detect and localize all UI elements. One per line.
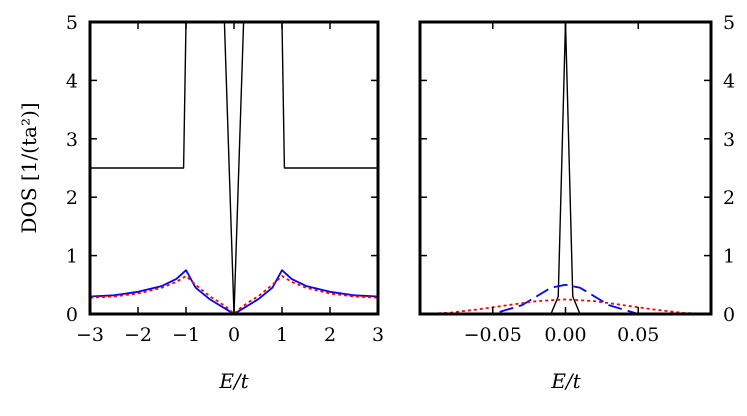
right-series-3-line xyxy=(420,298,711,314)
left-y-tick-label: 4 xyxy=(66,70,78,92)
left-x-tick-label: 0 xyxy=(228,324,240,346)
right-y-tick-label: 2 xyxy=(723,187,735,209)
left-y-tick-label: 0 xyxy=(66,304,78,326)
right-y-tick-label: 1 xyxy=(723,246,735,268)
left-x-tick-label: 1 xyxy=(276,324,288,346)
left-x-tick-label: 2 xyxy=(324,324,336,346)
left-x-tick-label: −1 xyxy=(172,324,200,346)
right-x-tick-label: 0.00 xyxy=(544,324,586,346)
left-y-tick-label: 2 xyxy=(66,187,78,209)
left-series-2-line xyxy=(90,269,378,314)
right-x-tick-label: −0.05 xyxy=(464,324,522,346)
left-y-tick-label: 1 xyxy=(66,246,78,268)
right-x-axis-label: E/t xyxy=(550,369,581,393)
left-x-tick-label: −3 xyxy=(76,324,104,346)
right-x-tick-label: 0.05 xyxy=(617,324,659,346)
left-panel: −3 −2 −1 0 1 2 3 0 1 2 3 4 5 xyxy=(66,12,384,346)
right-y-tick-label: 0 xyxy=(723,304,735,326)
right-y-tick-label: 5 xyxy=(723,12,735,34)
left-series-3-line xyxy=(90,275,378,314)
right-series-1-line xyxy=(420,22,711,314)
left-y-tick-label: 5 xyxy=(66,12,78,34)
right-panel: −0.05 0.00 0.05 0 1 2 3 4 5 xyxy=(418,12,735,346)
left-y-tick-label: 3 xyxy=(66,129,78,151)
right-y-tick-label: 3 xyxy=(723,129,735,151)
left-y-axis-label: DOS [1/(ta²)] xyxy=(17,102,41,233)
left-x-axis-label: E/t xyxy=(218,369,249,393)
right-series-2-line xyxy=(420,283,711,314)
right-y-tick-label: 4 xyxy=(723,70,735,92)
left-series-1-line xyxy=(90,22,378,314)
left-x-tick-label: −2 xyxy=(124,324,152,346)
right-axes-frame xyxy=(418,20,713,316)
left-x-tick-label: 3 xyxy=(372,324,384,346)
